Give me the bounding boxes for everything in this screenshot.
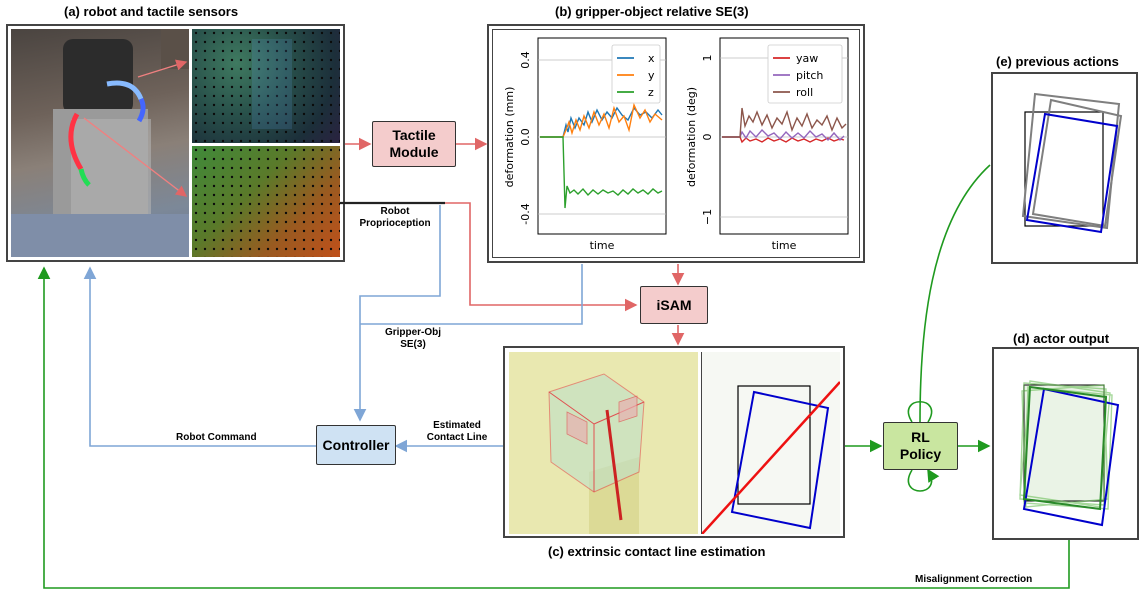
plot-left-xlabel: time <box>590 239 615 252</box>
title-actor-output: (d) actor output <box>1013 331 1110 346</box>
panel-actor-output <box>992 347 1139 540</box>
legend-left-y: y <box>648 69 655 82</box>
plot-right-xlabel: time <box>772 239 797 252</box>
robot-gripper-illustration <box>11 29 189 257</box>
plot-left-ytick-top: 0.4 <box>519 51 532 69</box>
contact-3d-render <box>509 352 698 534</box>
tactile-image-top <box>192 29 340 143</box>
isam-label: iSAM <box>656 297 692 313</box>
tactile-module-label-2: Module <box>389 144 439 160</box>
label-estimated-contact-line: Estimated Contact Line <box>426 420 488 443</box>
previous-actions-illustration <box>1021 92 1123 234</box>
plot-right-ylabel: deformation (deg) <box>685 87 698 187</box>
legend-right-box <box>767 44 843 104</box>
title-robot-sensors: (a) robot and tactile sensors <box>64 4 239 19</box>
robot-photo <box>11 29 189 257</box>
plot-right-ytick-mid: 0 <box>701 134 714 141</box>
series-roll <box>722 107 847 138</box>
label-gripper-obj-se3: Gripper-Obj SE(3) <box>384 327 442 350</box>
legend-right-roll: roll <box>796 86 813 99</box>
edge-rl-self-loop-bottom <box>907 468 940 492</box>
title-previous-actions: (e) previous actions <box>996 54 1119 69</box>
tactile-module-label-1: Tactile <box>392 127 436 143</box>
actor-output-illustration <box>1019 380 1120 527</box>
rl-policy-label-2: Policy <box>899 446 942 462</box>
isam-node: iSAM <box>640 286 708 324</box>
tactile-module-node: Tactile Module <box>372 121 456 167</box>
series-y <box>540 102 663 138</box>
tactile-marker-grid-bottom <box>192 146 340 257</box>
edge-plots-to-controller <box>360 264 583 325</box>
edge-rl-self-loop <box>907 401 933 423</box>
panel-robot-sensors <box>6 24 345 262</box>
panel-contact-line <box>503 346 845 538</box>
controller-node: Controller <box>316 425 396 465</box>
edge-controller-to-robot <box>83 266 316 447</box>
label-robot-proprioception: Robot Proprioception <box>359 206 431 229</box>
controller-label: Controller <box>322 437 390 453</box>
tactile-marker-grid-top <box>192 29 340 143</box>
title-contact-line: (c) extrinsic contact line estimation <box>548 544 766 559</box>
plot-left-ylabel: deformation (mm) <box>503 87 516 188</box>
series-pitch <box>722 128 845 142</box>
edge-proprio-to-controller <box>353 205 441 422</box>
label-robot-command: Robot Command <box>176 432 257 443</box>
legend-left-x: x <box>648 52 655 65</box>
plot-right-ytick-top: 1 <box>701 55 714 62</box>
plot-left-ytick-bot: -0.4 <box>519 203 532 224</box>
rl-policy-label-1: RL <box>911 429 930 445</box>
sensor-pointer-bottom <box>83 117 188 197</box>
series-x <box>540 106 663 138</box>
edge-misalignment-to-robot <box>37 266 1070 589</box>
plot-right-ytick-bot: −1 <box>701 209 714 225</box>
sensor-pointer-top <box>137 59 188 78</box>
contact-2d-illustration <box>702 381 840 534</box>
legend-right-pitch: pitch <box>796 69 823 82</box>
panel-previous-actions <box>991 72 1138 264</box>
tactile-image-bottom <box>192 146 340 257</box>
legend-left-box <box>611 44 661 104</box>
series-yaw <box>722 136 845 144</box>
label-misalignment-correction: Misalignment Correction <box>915 574 1033 585</box>
legend-right-yaw: yaw <box>796 52 818 65</box>
rl-policy-node: RL Policy <box>883 422 958 470</box>
contact-cube-illustration <box>509 352 698 534</box>
plot-left-ytick-mid: 0.0 <box>519 128 532 146</box>
edge-rl-to-previous <box>919 164 991 423</box>
legend-left-z: z <box>648 86 654 99</box>
series-z <box>540 136 663 209</box>
title-gripper-se3: (b) gripper-object relative SE(3) <box>555 4 749 19</box>
contact-2d-view <box>701 352 840 534</box>
